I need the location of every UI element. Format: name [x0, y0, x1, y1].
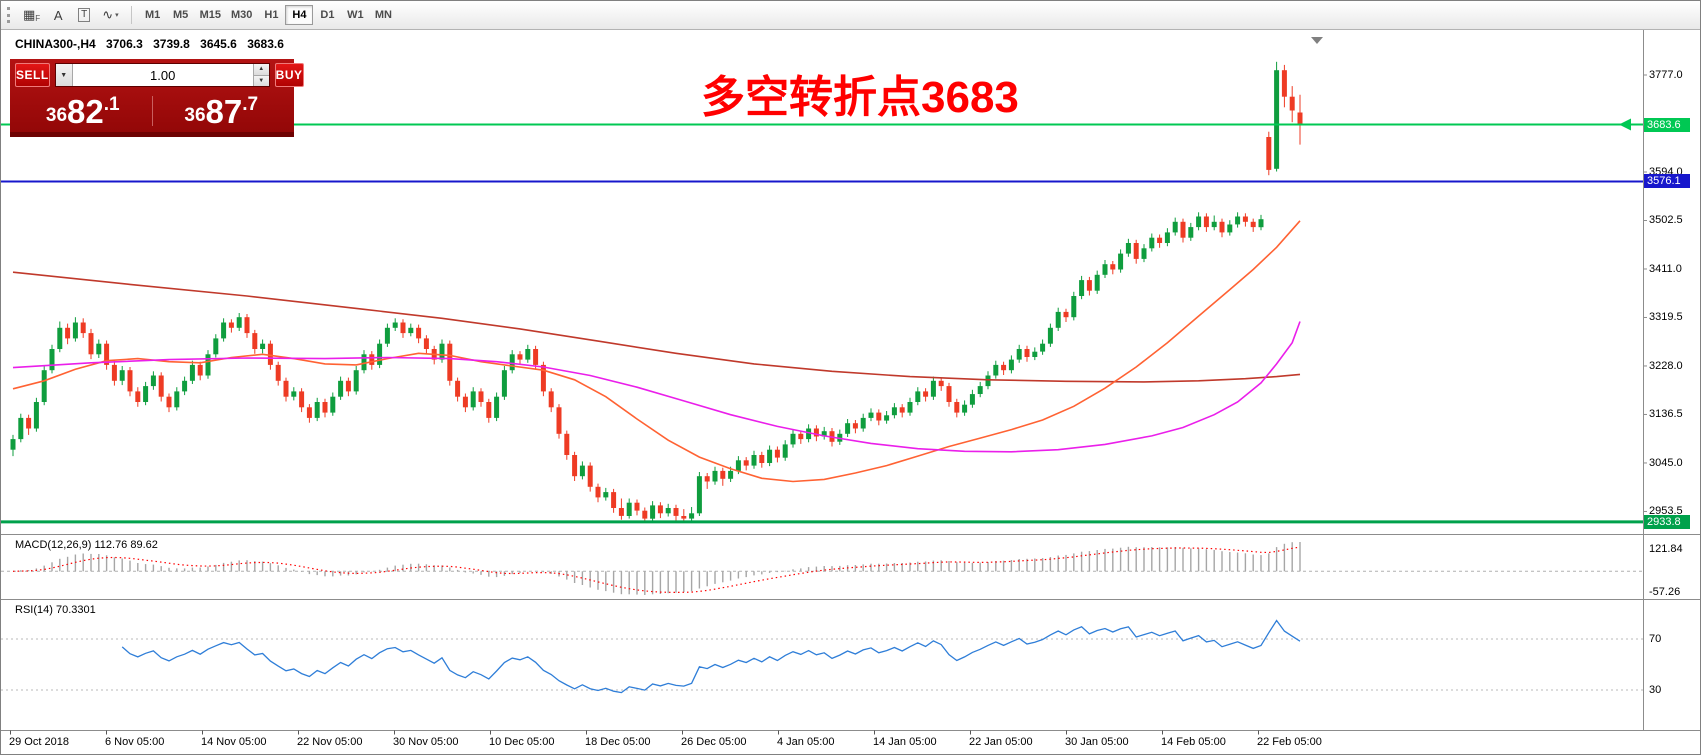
macd-indicator-label: MACD(12,26,9) 112.76 89.62 — [15, 539, 158, 551]
volume-spinner: ▲ ▼ — [252, 64, 269, 86]
volume-dropdown-arrow-icon[interactable]: ▼ — [55, 64, 73, 86]
time-axis-label: 6 Nov 05:00 — [105, 736, 165, 748]
quote-high: 3739.8 — [153, 37, 190, 51]
price-divider — [151, 96, 153, 126]
time-axis-label: 4 Jan 05:00 — [777, 736, 835, 748]
timeframe-button-M30[interactable]: M30 — [231, 9, 253, 21]
timeframe-button-M5[interactable]: M5 — [172, 9, 189, 21]
ma-medium-line — [12, 220, 1301, 483]
time-axis-label: 10 Dec 05:00 — [489, 736, 555, 748]
ma-slow-line — [12, 271, 1301, 383]
timeframe-button-M1[interactable]: M1 — [144, 9, 161, 21]
timeframe-button-D1[interactable]: D1 — [320, 9, 335, 21]
grid-icon[interactable]: ▦ F — [23, 7, 41, 23]
toolbar-icon-group: ▦ F A T ∿ ▾ — [18, 4, 124, 26]
timeframe-button-H1[interactable]: H1 — [264, 9, 279, 21]
time-axis-label: 14 Feb 05:00 — [1161, 736, 1226, 748]
rsi-axis-label: 70 — [1649, 633, 1662, 645]
toolbar-separator — [130, 6, 132, 24]
price-axis-label: 3502.5 — [1649, 214, 1683, 227]
trade-controls-row: SELL ▼ ▲ ▼ BUY — [10, 59, 304, 90]
price-axis-label: 3228.0 — [1649, 359, 1683, 372]
ma-magenta-line — [12, 321, 1301, 453]
text-box-icon[interactable]: T — [72, 4, 96, 26]
toolbar-grip[interactable] — [7, 7, 10, 23]
timeframe-button-H4[interactable]: H4 — [285, 5, 314, 25]
rsi-line — [121, 619, 1301, 694]
macd-axis-label: 121.84 — [1649, 543, 1683, 555]
price-tag-2933.8: 2933.8 — [1644, 514, 1690, 529]
candlestick-series — [10, 61, 1303, 522]
sell-button[interactable]: SELL — [15, 63, 50, 87]
volume-up-arrow-icon[interactable]: ▲ — [253, 64, 269, 75]
time-axis-label: 14 Nov 05:00 — [201, 736, 267, 748]
timeframe-button-W1[interactable]: W1 — [347, 9, 364, 21]
rsi-axis-label: 30 — [1649, 684, 1662, 696]
time-axis-label: 22 Jan 05:00 — [969, 736, 1033, 748]
timeframe-group: M1 M5 M15 M30 H1 H4 D1 W1 MN — [139, 5, 398, 25]
buy-button[interactable]: BUY — [274, 63, 304, 87]
price-axis-label: 3319.5 — [1649, 311, 1683, 324]
price-axis-label: 3411.0 — [1649, 262, 1682, 275]
quote-low: 3645.6 — [200, 37, 237, 51]
time-axis-label: 18 Dec 05:00 — [585, 736, 651, 748]
toolbar: ▦ F A T ∿ ▾ M1 M5 M15 M30 H1 H4 D1 W1 MN — [1, 1, 1700, 30]
macd-histogram — [20, 542, 1301, 595]
one-click-trading-panel: SELL ▼ ▲ ▼ BUY 36 82 .1 36 87 .7 — [10, 59, 304, 137]
time-axis-label: 26 Dec 05:00 — [681, 736, 747, 748]
rsi-indicator-label: RSI(14) 70.3301 — [15, 604, 96, 616]
price-axis-label: 2953.5 — [1649, 505, 1683, 518]
symbol-period-label: CHINA300-,H4 — [15, 37, 96, 51]
sell-price: 36 82 .1 — [45, 92, 120, 130]
buy-price: 36 87 .7 — [184, 92, 259, 130]
volume-input[interactable] — [72, 64, 253, 86]
price-axis-label: 3045.0 — [1649, 456, 1683, 469]
volume-down-arrow-icon[interactable]: ▼ — [253, 74, 269, 86]
bid-ask-prices: 36 82 .1 36 87 .7 — [10, 90, 294, 132]
price-line-arrow-icon — [1619, 118, 1631, 131]
time-axis-label: 22 Feb 05:00 — [1257, 736, 1322, 748]
price-axis-label: 3777.0 — [1649, 69, 1683, 81]
text-label-icon[interactable]: A — [53, 7, 63, 23]
time-axis-label: 30 Jan 05:00 — [1065, 736, 1129, 748]
time-axis-label: 22 Nov 05:00 — [297, 736, 363, 748]
timeframe-button-MN[interactable]: MN — [374, 9, 392, 21]
annotation-text[interactable]: 多空转折点3683 — [701, 73, 1019, 122]
price-axis-label: 3136.5 — [1649, 408, 1683, 421]
time-axis-label: 29 Oct 2018 — [9, 736, 69, 748]
line-studies-icon[interactable]: ∿ ▾ — [102, 7, 119, 22]
volume-control: ▼ ▲ ▼ — [54, 63, 270, 87]
timeframe-button-M15[interactable]: M15 — [199, 9, 222, 21]
macd-signal-line — [12, 546, 1301, 594]
quote-open: 3706.3 — [106, 37, 143, 51]
macd-axis-label: -57.26 — [1649, 586, 1681, 598]
time-axis-label: 14 Jan 05:00 — [873, 736, 937, 748]
shift-triangle-icon[interactable] — [1311, 37, 1323, 44]
price-tag-3576.1: 3576.1 — [1644, 174, 1690, 189]
quote-close: 3683.6 — [247, 37, 284, 51]
chart-quote-line: CHINA300-,H4 3706.3 3739.8 3645.6 3683.6 — [15, 37, 284, 51]
price-tag-3683.6: 3683.6 — [1644, 117, 1690, 132]
time-axis-label: 30 Nov 05:00 — [393, 736, 459, 748]
